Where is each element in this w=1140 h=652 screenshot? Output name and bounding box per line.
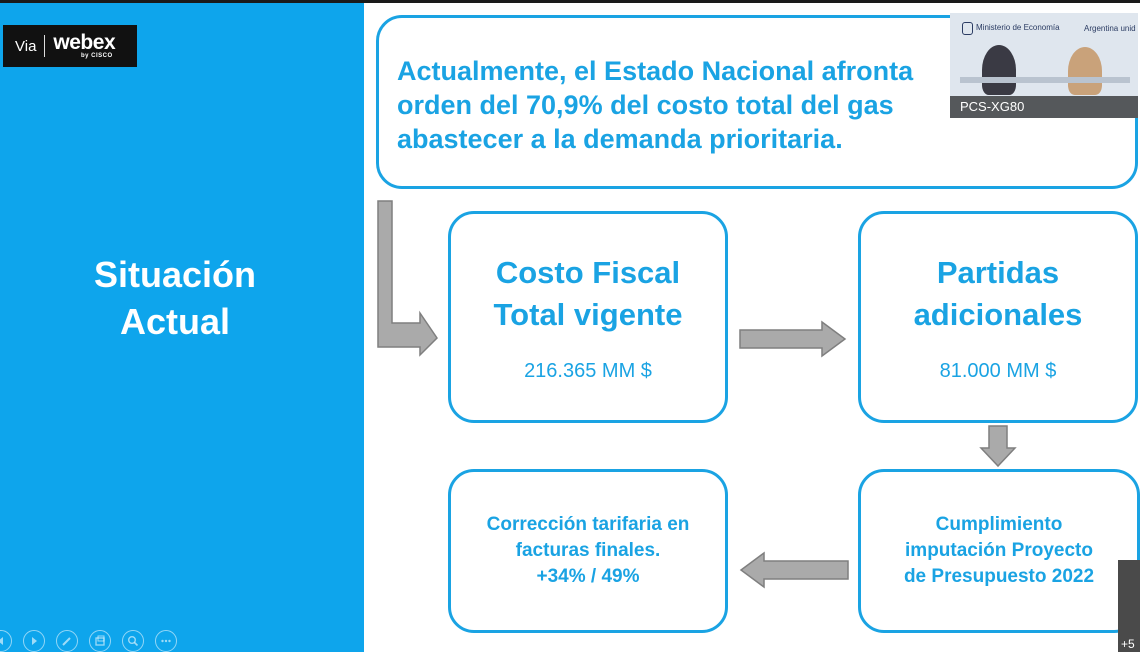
left-arrow-icon [739, 551, 849, 589]
participants-overflow-count[interactable]: +5 [1121, 637, 1135, 651]
via-label: Via [15, 37, 37, 55]
right-arrow-icon [739, 320, 847, 358]
play-icon [32, 637, 37, 645]
video-device-label: PCS-XG80 [950, 96, 1138, 118]
presentation-controls [0, 630, 177, 652]
participants-scrollbar[interactable] [1118, 560, 1140, 652]
more-button[interactable] [155, 630, 177, 652]
section-title: Situación Actual [40, 251, 310, 345]
additional-items-title: Partidas adicionales [913, 254, 1083, 332]
additional-items-box: Partidas adicionales 81.000 MM $ [858, 211, 1138, 423]
tariff-correction-text: Corrección tarifaria en facturas finales… [486, 514, 690, 587]
tariff-correction-box: Corrección tarifaria en facturas finales… [448, 469, 728, 633]
play-button[interactable] [23, 630, 45, 652]
video-argentina-text: Argentina unid [1084, 24, 1136, 33]
cisco-logo-text: by CISCO [81, 53, 113, 59]
pen-icon [62, 637, 71, 646]
slide-side-panel: Via webex by CISCO Situación Actual [0, 3, 364, 652]
prev-slide-button[interactable] [0, 630, 12, 652]
zoom-icon [128, 636, 139, 647]
annotate-button[interactable] [56, 630, 78, 652]
participant-video-tile[interactable]: Ministerio de Economía Argentina unid PC… [950, 13, 1138, 118]
top-bar [0, 0, 1140, 3]
section-title-line-2: Actual [119, 301, 231, 342]
current-cost-title: Costo Fiscal Total vigente [493, 254, 683, 332]
current-cost-amount: 216.365 MM $ [524, 359, 652, 382]
webex-logo-text: webex [53, 31, 116, 54]
more-icon [161, 639, 171, 643]
argentina-seal-icon [962, 22, 973, 35]
participant-figure-left [982, 45, 1016, 95]
budget-compliance-box: Cumplimiento imputación Proyecto de Pres… [858, 469, 1140, 633]
video-ministry-text: Ministerio de Economía [976, 23, 1060, 32]
intro-text: Actualmente, el Estado Nacional afronta … [397, 56, 914, 154]
section-title-line-1: Situación [93, 254, 257, 295]
zoom-button[interactable] [122, 630, 144, 652]
current-cost-box: Costo Fiscal Total vigente 216.365 MM $ [448, 211, 728, 423]
webex-badge: Via webex by CISCO [3, 25, 137, 67]
video-desk [960, 77, 1130, 83]
budget-compliance-text: Cumplimiento imputación Proyecto de Pres… [903, 514, 1095, 587]
slides-icon [95, 635, 105, 646]
down-arrow-icon [979, 425, 1017, 468]
prev-icon [0, 637, 3, 645]
additional-items-amount: 81.000 MM $ [939, 359, 1057, 382]
badge-divider [44, 35, 46, 57]
down-right-arrow-icon [377, 200, 438, 357]
slides-button[interactable] [89, 630, 111, 652]
participant-figure-right [1068, 47, 1102, 95]
